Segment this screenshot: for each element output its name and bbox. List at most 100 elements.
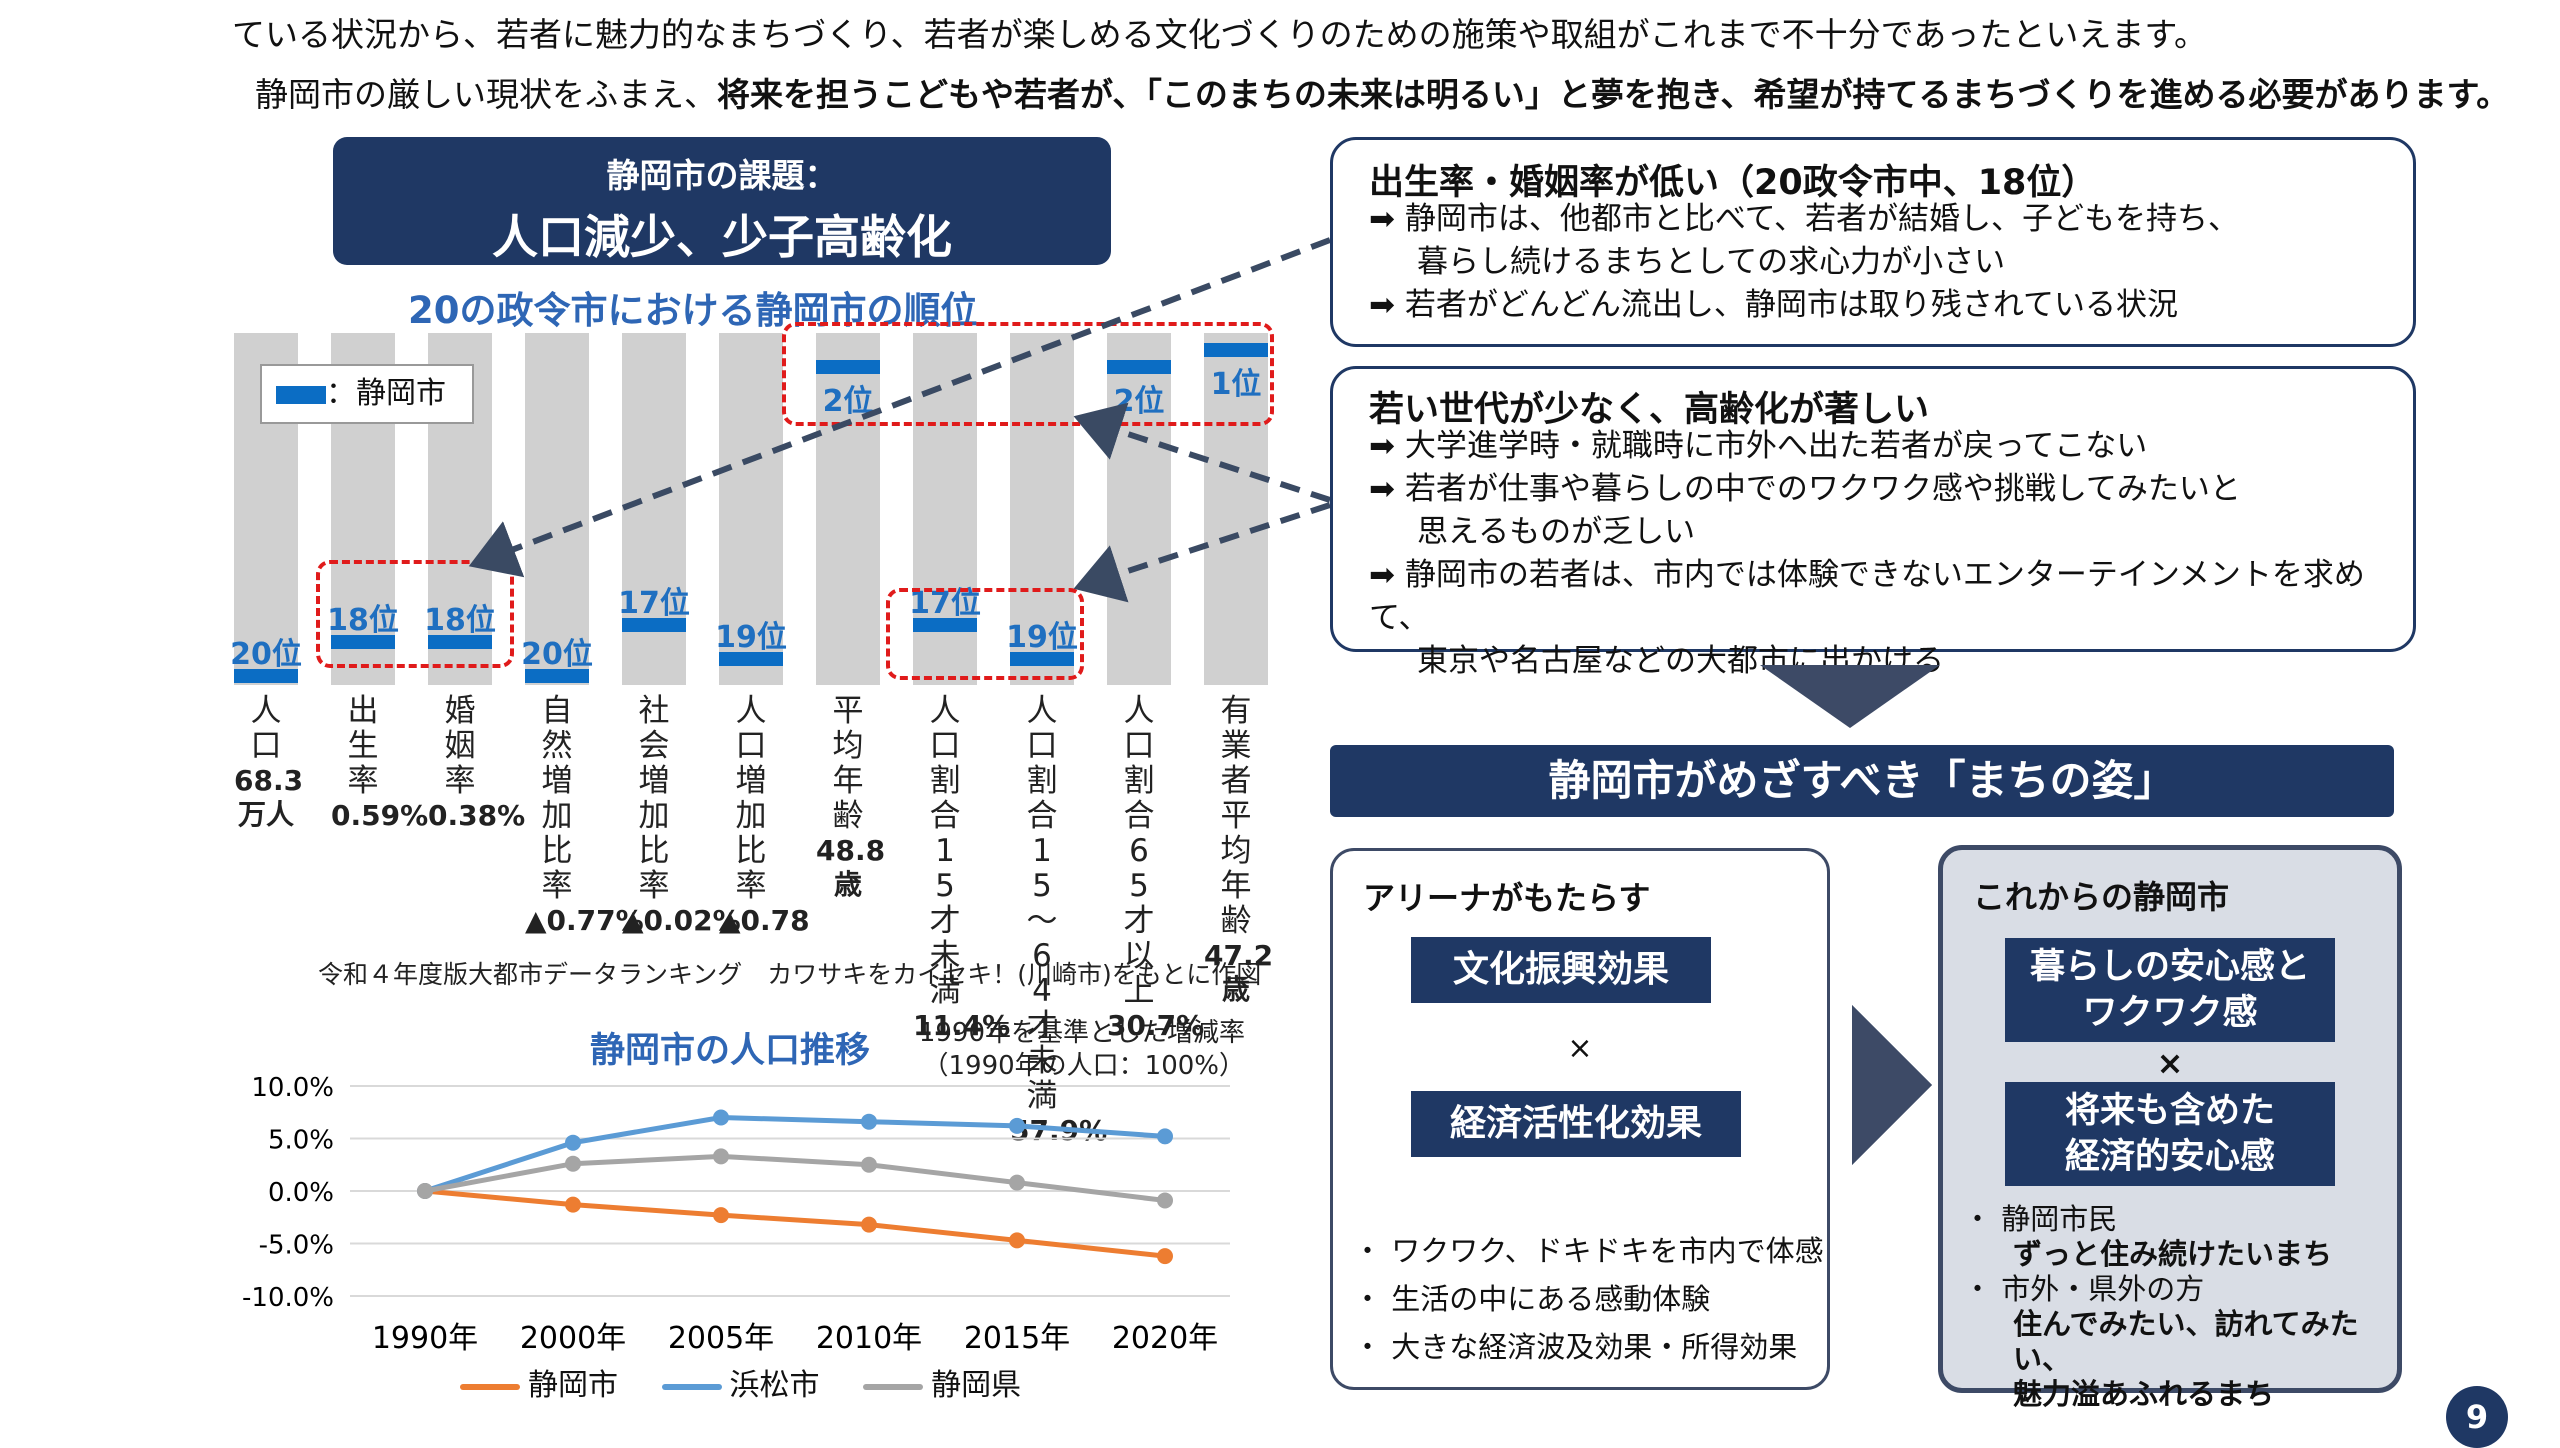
issue-box-2-item: ➡ 若者が仕事や暮らしの中でのワクワク感や挑戦してみたいと [1369,468,2413,511]
vision-header: 静岡市がめざすべき「まちの姿」 [1330,745,2394,817]
future-box-economic-line1: 将来も含めた [2064,1091,2275,1131]
arrow-right-icon: ➡ [1369,201,1405,237]
rank-marker [331,634,395,649]
legend-hamamatsu: 浜松市 [729,1368,820,1403]
arena-times-icon: × [1567,1031,1593,1066]
data-point [565,1134,581,1151]
rank-metric-value: 68.3万人 [234,764,304,831]
x-tick-label: 1990年 [372,1321,478,1356]
rank-metric-name: 人口 [250,693,282,764]
legend-swatch [276,385,326,404]
rank-marker [428,634,492,649]
rank-value: 17位 [618,585,690,621]
future-times-icon: × [2156,1044,2184,1082]
data-point [1009,1174,1025,1191]
data-point [565,1196,581,1213]
line-chart-legend: 静岡市 浜松市 静岡県 [460,1360,1021,1404]
rank-column-label: 人口 68.3万人 [234,693,304,832]
series-line [424,1114,1166,1194]
issue-box-2-item: ➡ 大学進学時・就職時に市外へ出た若者が戻ってこない [1369,425,2413,468]
rank-column [1010,333,1074,685]
data-point [861,1113,877,1130]
y-tick-label: 5.0% [268,1126,334,1156]
rank-legend: ：静岡市 [260,364,474,424]
rank-marker [1107,360,1171,375]
rank-metric-name: 社会増加比率 [638,693,670,904]
x-tick-label: 2000年 [520,1321,626,1356]
x-tick-label: 2015年 [964,1321,1070,1356]
data-point [861,1216,877,1233]
issue-box-1-list: ➡ 静岡市は、他都市と比べて、若者が結婚し、子どもを持ち、 暮らし続けるまちとし… [1369,198,2239,327]
future-bullet-1-text: ずっと住み続けたいまち [2013,1237,2333,1271]
legend-line-hamamatsu [661,1383,722,1390]
future-bullets: ・ 静岡市民 ずっと住み続けたいまち ・ 市外・県外の方 住んでみたい、訪れてみ… [1963,1202,2397,1412]
rank-metric-name: 人口割合15才未満 [929,693,961,1009]
rank-column [1107,333,1171,685]
rank-metric-name: 自然増加比率 [541,693,573,904]
intro-line-1: ている状況から、若者に魅力的なまちづくり、若者が楽しめる文化づくりのための施策や… [232,15,2208,54]
data-point [713,1207,729,1224]
issue-header-line2: 人口減少、少子高齢化 [492,210,952,264]
future-bullet-2: ・ 市外・県外の方 [1963,1272,2205,1306]
highlight-working-age [886,588,1084,680]
rank-column-label: 人口割合65才以上 30.7% [1107,693,1204,1043]
rank-metric-name: 婚姻率 [444,693,476,799]
rank-marker [1204,343,1268,357]
series-line [424,1153,1166,1203]
rank-marker [525,669,589,683]
arena-bullet-3: 大きな経済波及効果・所得効果 [1391,1330,1798,1364]
data-point [861,1156,877,1173]
arena-bullet-1: ワクワク、ドキドキを市内で体感 [1391,1234,1824,1268]
legend-line-shizuoka-pref [863,1383,924,1390]
issue-box-1-item: ➡ 若者がどんどん流出し、静岡市は取り残されている状況 [1369,284,2239,327]
economic-effect-label: 経済活性化効果 [1411,1091,1741,1157]
rank-marker [816,360,880,375]
page-number: 9 [2446,1386,2508,1448]
rank-column-label: 平均年齢 48.8歳 [816,693,885,902]
rank-marker [234,669,298,683]
issue-box-aging: 若い世代が少なく、高齢化が著しい ➡ 大学進学時・就職時に市外へ出た若者が戻って… [1330,366,2416,679]
series-line [424,1188,1166,1259]
data-point [1157,1248,1173,1265]
line-chart-title: 静岡市の人口推移 [590,1031,871,1071]
x-tick-label: 2005年 [668,1321,774,1356]
issue-box-1-item-1-line2: 暮らし続けるまちとしての求心力が小さい [1417,244,2006,280]
future-box: これからの静岡市 暮らしの安心感と ワクワク感 × 将来も含めた 経済的安心感 … [1938,845,2402,1411]
arrow-to-working-age [1073,502,1331,603]
arrow-right-icon: ➡ [1369,471,1405,507]
rank-marker [719,651,783,666]
y-tick-label: -10.0% [242,1283,334,1313]
future-bullet-2-text-line2: 魅力溢あふれるまち [2013,1377,2275,1411]
data-point [1157,1128,1173,1145]
future-title: これからの静岡市 [1973,878,2230,916]
issue-box-2-item-1-line1: 大学進学時・就職時に市外へ出た若者が戻ってこない [1404,428,2148,464]
issue-box-1-item-2-line1: 若者がどんどん流出し、静岡市は取り残されている状況 [1404,287,2178,323]
future-bullet-2-head: 市外・県外の方 [2001,1272,2205,1306]
arrow-to-top-ranks [1073,402,1331,503]
rank-marker [1010,651,1074,666]
rank-column [1204,333,1268,685]
data-point [1157,1192,1173,1209]
legend-label: ：静岡市 [326,376,446,411]
rank-metric-name: 人口割合65才以上 [1123,693,1155,1009]
arena-bullet: ・ 生活の中にある感動体験 [1353,1282,1711,1316]
arrow-to-birth-rate [468,237,1332,578]
intro-line-2: 静岡市の厳しい現状をふまえ、将来を担うこどもや若者が、「このまちの未来は明るい」… [255,68,2509,116]
y-tick-label: -5.0% [259,1231,334,1261]
data-point [713,1109,729,1126]
legend-shizuoka-city: 静岡市 [528,1368,618,1403]
data-point [417,1183,433,1199]
issue-box-2-item: ➡ 静岡市の若者は、市内では体験できないエンターテインメントを求めて、 [1369,554,2413,640]
issue-box-1-item-1-line1: 静岡市は、他都市と比べて、若者が結婚し、子どもを持ち、 [1404,201,2240,237]
issue-box-1-title: 出生率・婚姻率が低い（20政令市中、18位） [1369,163,2097,203]
data-point [713,1148,729,1165]
rank-metric-name: 出生率 [347,693,379,799]
y-tick-label: 10.0% [251,1073,334,1103]
rank-column [816,333,880,685]
future-box-safety-line2: ワクワク感 [2082,993,2258,1033]
rank-metric-name: 平均年齢 [832,693,864,834]
data-point [565,1155,581,1172]
rank-value: 20位 [521,637,593,672]
arrow-right-icon: ➡ [1369,428,1405,464]
